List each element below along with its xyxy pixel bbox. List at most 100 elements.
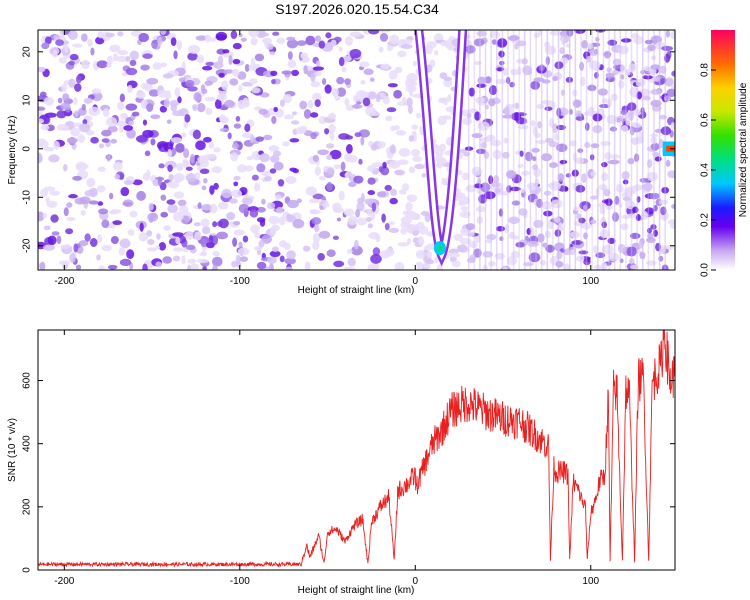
spectrogram-speckle [119, 258, 132, 267]
spectrogram-speckle [38, 211, 45, 222]
spectrogram-speckle [181, 255, 186, 265]
spectrogram-speckle [612, 69, 620, 76]
spectrogram-speckle [601, 161, 608, 168]
spectrogram-speckle [307, 99, 313, 109]
spectrogram-speckle [630, 264, 639, 270]
spectrogram-speckle [135, 135, 148, 143]
spectrogram-speckle [338, 46, 343, 52]
spectrogram-speckle [440, 157, 447, 165]
spectrogram-speckle [575, 116, 585, 121]
spectrogram-speckle [267, 256, 277, 265]
spectrogram-speckle [101, 129, 112, 137]
spectrogram-speckle [221, 188, 232, 199]
spectrogram-speckle [53, 140, 60, 150]
spectrogram-speckle [88, 106, 101, 116]
spectrogram-speckle [458, 200, 464, 206]
colorbar-tick-label: 0.2 [700, 213, 711, 227]
spectrogram-speckle [256, 261, 267, 270]
spectrogram-speckle [228, 55, 233, 65]
spectrogram-speckle [69, 253, 76, 263]
spectrogram-speckle [326, 143, 335, 149]
spectrogram-speckle [114, 173, 121, 180]
spectrogram-speckle [71, 43, 83, 48]
spectrogram-speckle [365, 216, 372, 222]
spectrogram-speckle [292, 111, 297, 116]
spectrogram-speckle [561, 36, 566, 46]
spectrogram-speckle [650, 142, 660, 151]
spectrogram-speckle [475, 206, 487, 213]
spectrogram-speckle [287, 59, 297, 69]
spectrogram-speckle [259, 92, 270, 98]
spectrogram-speckle [587, 106, 595, 116]
spectrogram-speckle [494, 187, 501, 194]
spectrogram-speckle [75, 75, 82, 84]
spectrogram-speckle [119, 124, 124, 133]
spectrogram-speckle [196, 54, 205, 64]
spectrogram-speckle [257, 32, 270, 37]
spectrogram-speckle [578, 250, 589, 255]
spectrogram-speckle [199, 252, 208, 257]
spectrogram-speckle [473, 183, 483, 189]
spectrogram-speckle [166, 119, 172, 124]
spectrogram-speckle [208, 234, 214, 245]
snr-x-tick-label: 100 [582, 576, 599, 587]
spectrogram-speckle [312, 232, 321, 243]
spectrogram-speckle [367, 177, 376, 185]
spectrogram-speckle [68, 60, 75, 66]
spectrogram-speckle [384, 184, 392, 192]
spectrogram-speckle [96, 60, 108, 69]
spectrogram-speckle [66, 216, 76, 222]
spectrogram-speckle [534, 132, 541, 139]
spectrogram-speckle [336, 76, 345, 85]
spectrogram-speckle [160, 211, 169, 218]
spectrogram-speckle [166, 199, 176, 205]
spectrogram-speckle [389, 197, 398, 205]
spectrogram-speckle [326, 249, 336, 257]
spectrogram-speckle [146, 103, 154, 112]
spectrogram-speckle [140, 82, 148, 90]
spectrogram-speckle [129, 50, 140, 61]
spectrogram-frame [37, 29, 676, 271]
spectrogram-speckle [259, 153, 270, 163]
spectrogram-speckle [147, 238, 155, 246]
spectrogram-speckle [273, 106, 279, 113]
spectrogram-speckle [258, 108, 269, 115]
spectrogram-speckle [157, 36, 163, 47]
spectrogram-speckle [68, 78, 76, 89]
spectrogram-speckle [285, 266, 293, 270]
spectrogram-speckle [625, 200, 636, 210]
spectrogram-speckle [600, 262, 608, 270]
spectrogram-speckle [205, 107, 213, 115]
spectrogram-speckle [620, 109, 628, 115]
spectrogram-speckle [98, 143, 105, 149]
spectrogram-speckle [219, 128, 230, 133]
spectrogram-speckle [217, 93, 228, 102]
spectrogram-speckle [200, 218, 210, 228]
spectrogram-speckle [109, 44, 121, 53]
spectrogram-speckle [158, 163, 165, 169]
spectrogram-speckle [650, 64, 661, 70]
spectrogram-speckle [38, 118, 44, 124]
spectrogram-speckle [553, 133, 559, 141]
spectrogram-speckle [388, 221, 395, 226]
spectrogram-speckle [313, 71, 322, 77]
spectrogram-speckle [231, 189, 243, 198]
spectrogram-speckle [279, 99, 285, 108]
spectrogram-speckle [40, 124, 50, 131]
spectrogram-speckle [644, 39, 654, 45]
spectrogram-speckle [238, 85, 243, 92]
spectrogram-speckle [200, 204, 212, 211]
spectrogram-speckle [300, 52, 308, 60]
spectrogram-speckle [649, 192, 660, 200]
spectrogram-speckle [311, 92, 322, 102]
spectrogram-speckle [462, 117, 473, 126]
spectrogram-speckle [261, 234, 272, 244]
spectrogram-speckle [670, 30, 675, 40]
spectrogram-speckle [167, 204, 178, 214]
spectrogram-speckle [282, 93, 293, 104]
spectrogram-speckle [140, 64, 150, 71]
spectrogram-speckle [197, 155, 209, 165]
spectrogram-speckle [312, 154, 320, 162]
snr-y-tick-label: 200 [22, 498, 33, 515]
spectrogram-speckle [401, 39, 413, 45]
